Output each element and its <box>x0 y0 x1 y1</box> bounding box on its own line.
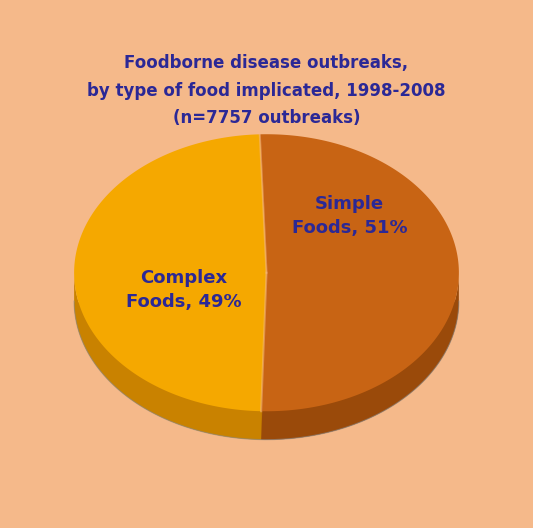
Text: (n=7757 outbreaks): (n=7757 outbreaks) <box>173 109 360 127</box>
Text: by type of food implicated, 1998-2008: by type of food implicated, 1998-2008 <box>87 82 446 100</box>
Polygon shape <box>261 270 459 440</box>
Polygon shape <box>261 273 266 440</box>
Polygon shape <box>261 273 266 440</box>
Polygon shape <box>74 134 266 411</box>
Polygon shape <box>261 301 459 440</box>
Text: Simple
Foods, 51%: Simple Foods, 51% <box>292 195 407 237</box>
Text: Complex
Foods, 49%: Complex Foods, 49% <box>126 269 241 311</box>
Text: Foodborne disease outbreaks,: Foodborne disease outbreaks, <box>124 54 409 72</box>
Polygon shape <box>260 134 459 411</box>
Polygon shape <box>74 271 261 440</box>
Polygon shape <box>74 301 266 440</box>
